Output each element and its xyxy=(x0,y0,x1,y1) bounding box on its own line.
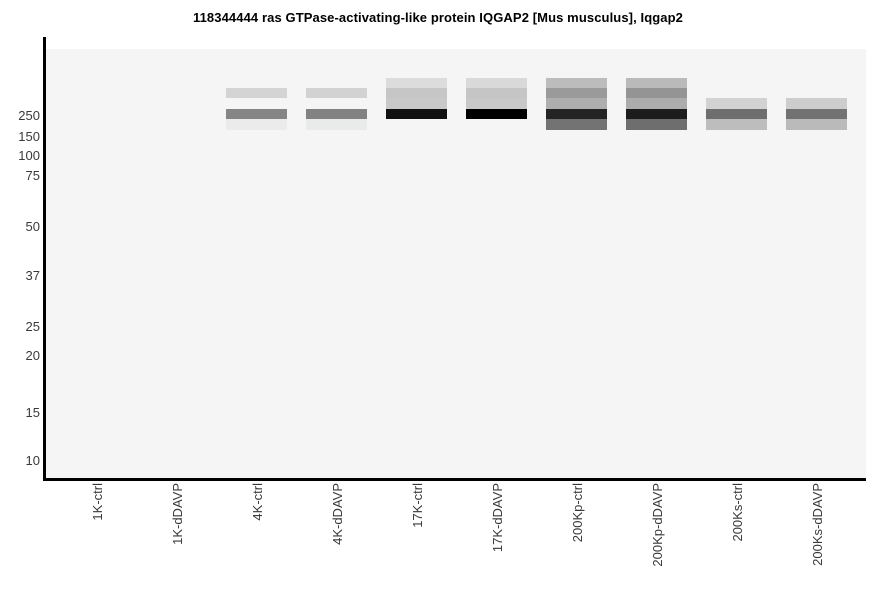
blot-band xyxy=(706,98,767,109)
lane-label: 4K-dDAVP xyxy=(330,483,345,545)
blot-band xyxy=(706,119,767,130)
lane-label: 200Ks-ctrl xyxy=(730,483,745,542)
y-tick-label: 37 xyxy=(25,268,40,283)
lane-label: 200Kp-ctrl xyxy=(570,483,585,543)
y-tick-label: 150 xyxy=(18,129,40,144)
blot-band xyxy=(786,98,847,109)
blot-band xyxy=(466,109,527,119)
blot-band xyxy=(626,119,687,130)
lane-label: 200Kp-dDAVP xyxy=(650,483,665,567)
lane-label: 17K-ctrl xyxy=(410,483,425,528)
blot-band xyxy=(626,109,687,119)
y-tick-label: 75 xyxy=(25,168,40,183)
y-tick-label: 50 xyxy=(25,219,40,234)
x-axis-line xyxy=(43,478,866,481)
y-axis-line xyxy=(43,37,46,481)
blot-band xyxy=(546,78,607,88)
blot-band xyxy=(626,78,687,88)
blot-band xyxy=(306,119,367,130)
blot-band xyxy=(626,98,687,109)
blot-band xyxy=(466,88,527,98)
blot-band xyxy=(546,98,607,109)
blot-band xyxy=(226,88,287,98)
lane-label: 200Ks-dDAVP xyxy=(810,483,825,566)
blot-band xyxy=(786,119,847,130)
y-tick-label: 15 xyxy=(25,405,40,420)
blot-band xyxy=(226,119,287,130)
y-tick-label: 250 xyxy=(18,108,40,123)
lane-label: 4K-ctrl xyxy=(250,483,265,521)
y-tick-label: 20 xyxy=(25,348,40,363)
blot-band xyxy=(386,88,447,98)
blot-band xyxy=(466,98,527,109)
lane-label: 1K-ctrl xyxy=(90,483,105,521)
blot-band xyxy=(546,88,607,98)
blot-band xyxy=(546,119,607,130)
blot-band xyxy=(226,109,287,119)
blot-band xyxy=(386,98,447,109)
blot-band xyxy=(306,88,367,98)
blot-band xyxy=(546,109,607,119)
blot-band xyxy=(786,109,847,119)
lane-label: 17K-dDAVP xyxy=(490,483,505,553)
blot-band xyxy=(386,78,447,88)
y-tick-label: 100 xyxy=(18,148,40,163)
lane-label: 1K-dDAVP xyxy=(170,483,185,545)
y-tick-label: 25 xyxy=(25,319,40,334)
blot-band xyxy=(466,78,527,88)
y-tick-label: 10 xyxy=(25,453,40,468)
blot-band xyxy=(626,88,687,98)
blot-band xyxy=(706,109,767,119)
blot-band xyxy=(306,109,367,119)
chart-title: 118344444 ras GTPase-activating-like pro… xyxy=(192,10,684,25)
blot-band xyxy=(386,109,447,119)
